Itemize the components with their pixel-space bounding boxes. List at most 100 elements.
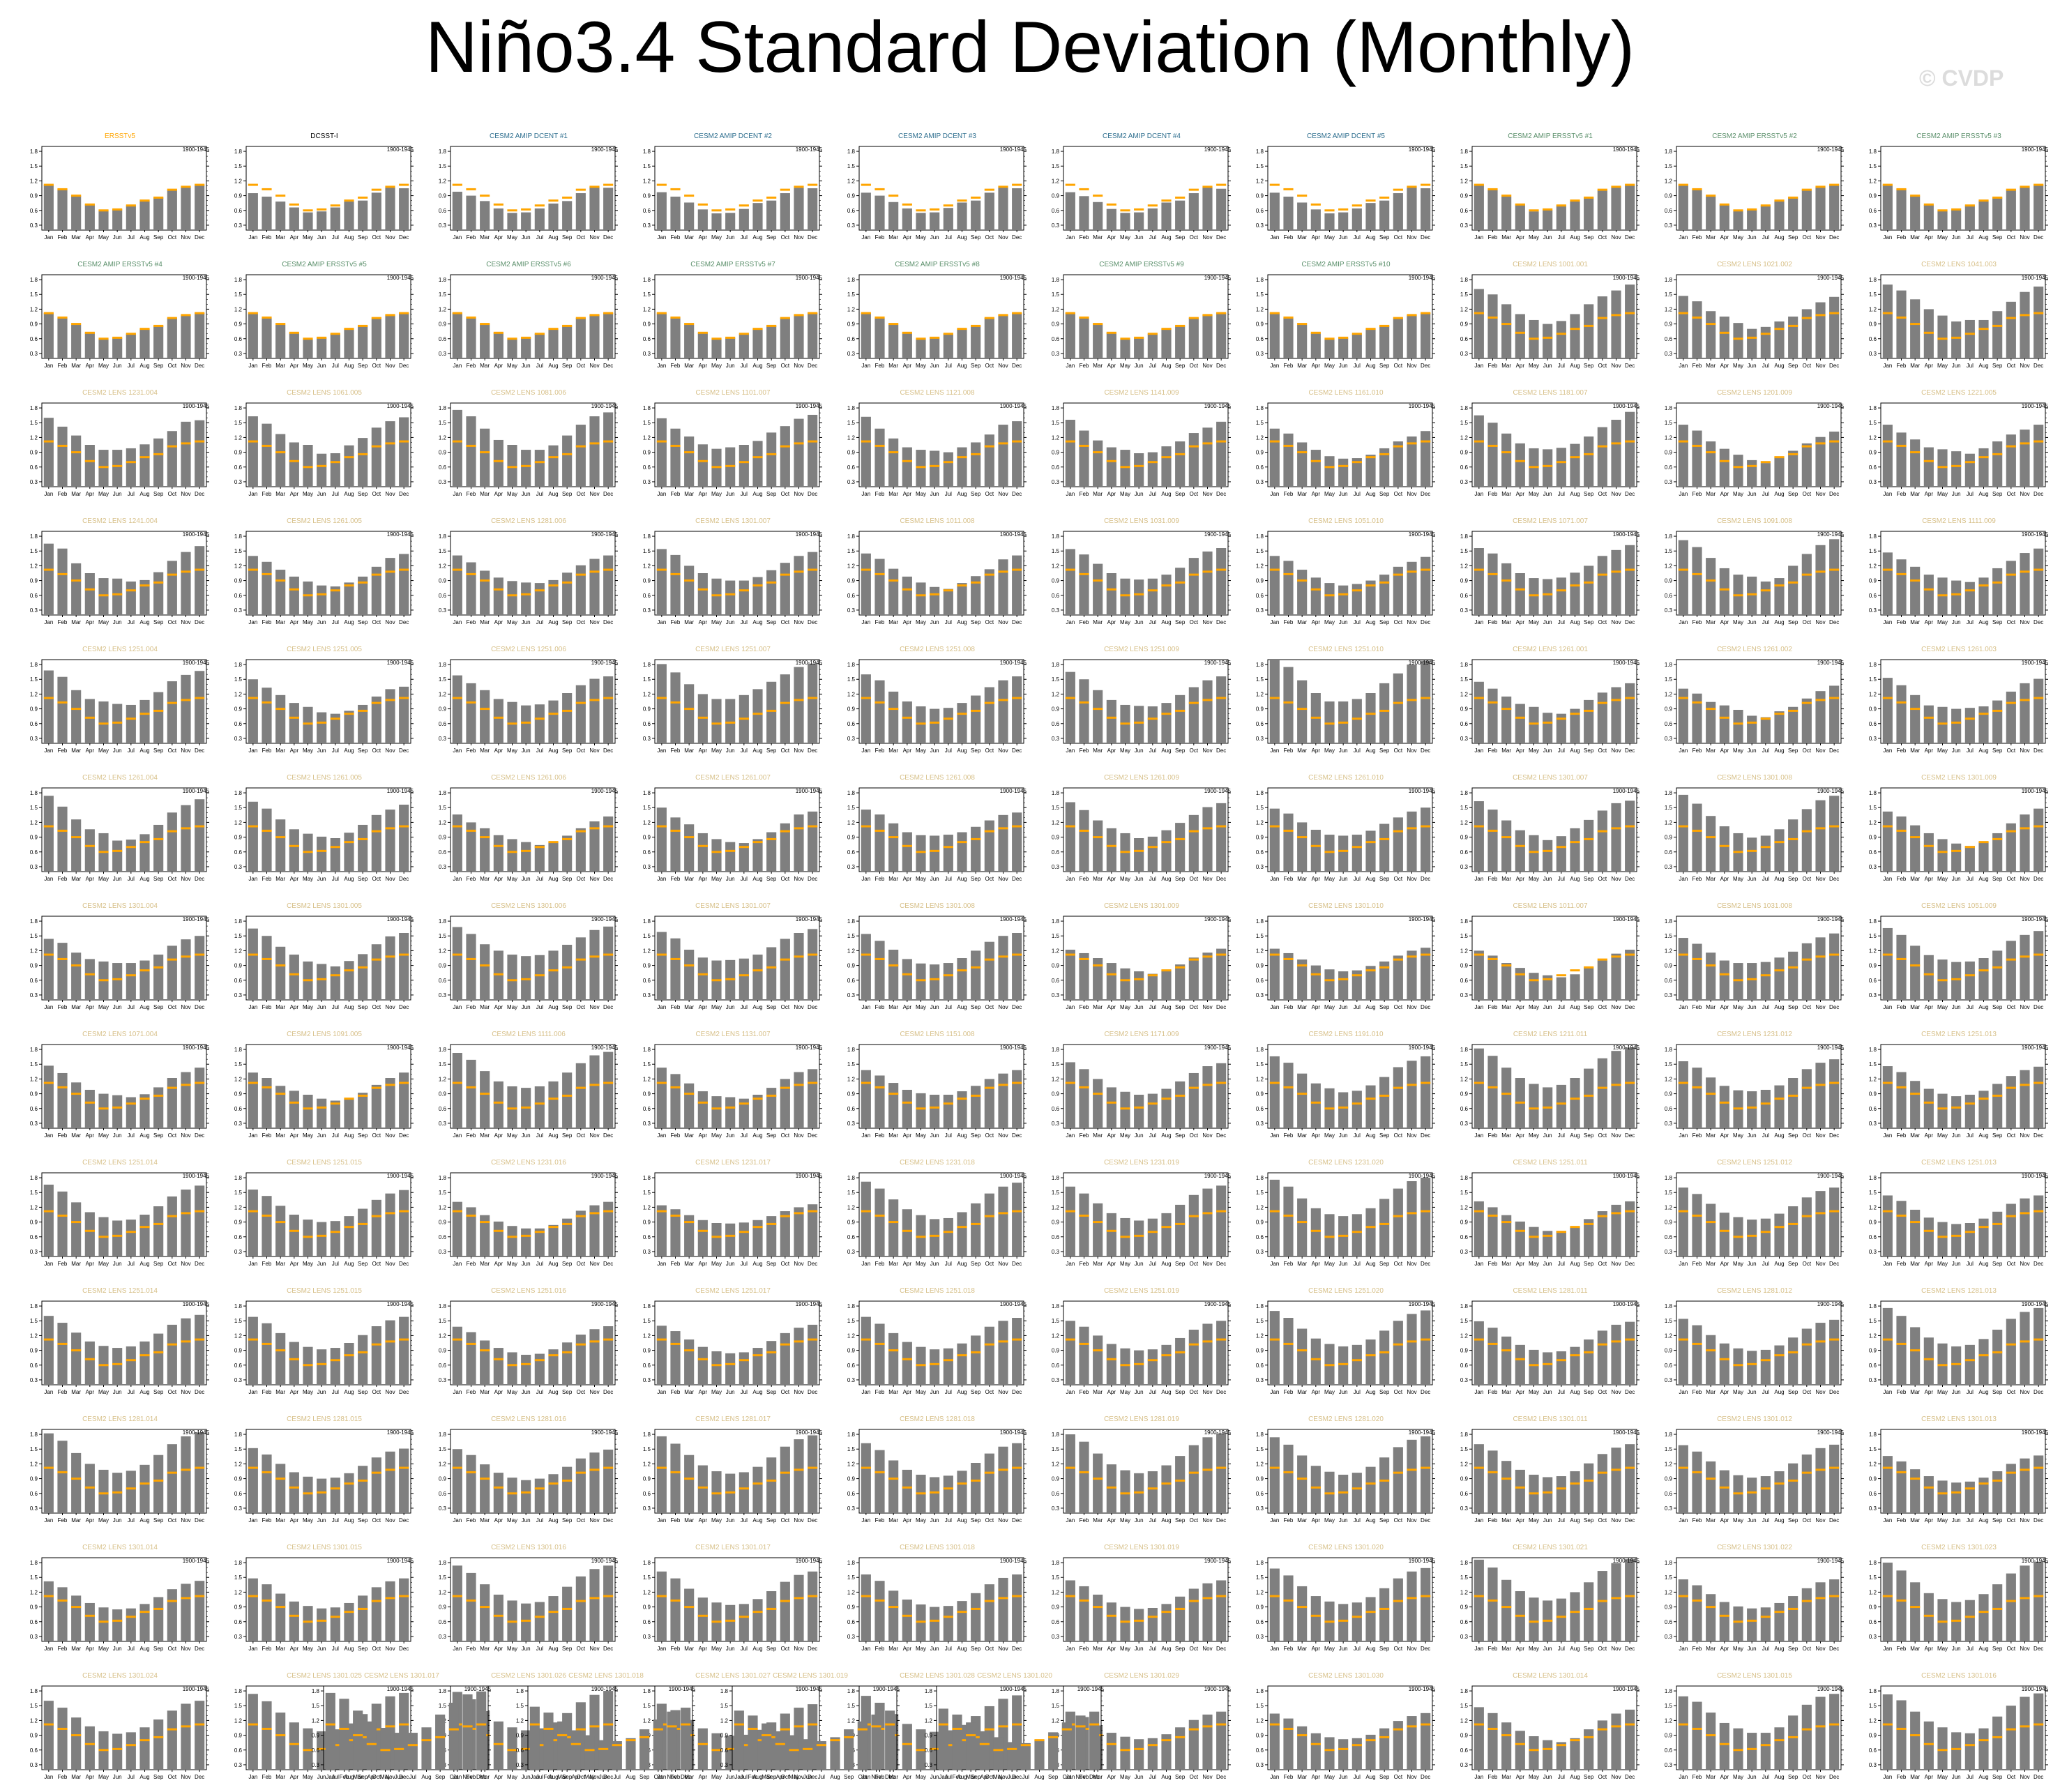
x-tick-label: Dec [1829, 619, 1839, 625]
x-tick-label: Dec [195, 876, 204, 882]
x-tick-label: Oct [577, 234, 586, 241]
y-tick-label: 0.6 [1665, 208, 1673, 214]
bar [1720, 706, 1729, 743]
bar [1625, 545, 1635, 615]
y-tick-label: 1.5 [234, 676, 243, 683]
x-tick-label: Jun [1135, 876, 1144, 882]
y-tick-label: 0.3 [1460, 864, 1469, 870]
panel-period: 1900-1945 [387, 146, 414, 153]
bar [1487, 294, 1497, 358]
bar [1297, 570, 1307, 615]
x-tick-label: Oct [577, 876, 586, 882]
x-tick-label: Mar [888, 363, 898, 369]
bar [971, 326, 980, 358]
x-tick-label: May [98, 234, 109, 241]
bar [1584, 304, 1593, 358]
y-tick-label: 1.5 [1869, 163, 1877, 169]
x-tick-label: Dec [399, 491, 409, 497]
bar [453, 410, 462, 487]
bar [181, 315, 190, 358]
x-tick-label: Aug [344, 747, 354, 754]
x-tick-label: Aug [1161, 619, 1171, 625]
bar [262, 424, 271, 487]
x-tick-label: Jan [453, 363, 462, 369]
bar [711, 579, 721, 615]
y-tick-label: 1.2 [234, 306, 243, 312]
x-tick-label: Aug [1365, 619, 1375, 625]
x-tick-label: Feb [1080, 363, 1089, 369]
bar [1161, 446, 1171, 487]
x-tick-label: Nov [181, 876, 190, 882]
bar [248, 679, 258, 743]
x-tick-label: Oct [168, 234, 177, 241]
x-tick-label: Jun [1952, 619, 1961, 625]
bar [1134, 706, 1144, 743]
x-tick-label: Nov [2020, 619, 2029, 625]
y-tick-label: 0.9 [1869, 321, 1877, 328]
y-tick-label: 0.9 [847, 706, 856, 713]
bar [971, 442, 980, 487]
bar [752, 689, 762, 743]
x-tick-label: Oct [1598, 747, 1607, 754]
x-tick-label: Feb [1897, 491, 1907, 497]
x-tick-label: Sep [971, 234, 981, 241]
x-tick-label: Nov [998, 619, 1008, 625]
bar [275, 434, 285, 487]
y-tick-label: 0.3 [1869, 351, 1877, 357]
panel-period: 1900-1945 [183, 275, 209, 282]
x-tick-label: Dec [603, 234, 613, 241]
x-tick-label: Jan [657, 619, 666, 625]
x-tick-label: May [1324, 747, 1335, 754]
x-tick-label: Jun [1748, 491, 1757, 497]
bar [494, 835, 503, 872]
x-tick-label: Dec [1012, 876, 1022, 882]
bar [1992, 197, 2002, 230]
panel-title: CESM2 LENS 1251.007 [639, 646, 826, 654]
x-tick-label: May [507, 747, 517, 754]
x-tick-label: Oct [1394, 747, 1403, 754]
x-tick-label: May [1324, 491, 1335, 497]
x-tick-label: Jul [1354, 234, 1361, 241]
y-tick-label: 0.6 [1052, 849, 1060, 856]
bar [1543, 324, 1552, 358]
y-tick-label: 1.8 [234, 533, 243, 540]
bar [71, 196, 81, 230]
bar [670, 555, 680, 615]
panel-period: 1900-1945 [1409, 275, 1435, 282]
bar [1598, 556, 1607, 615]
bar [562, 835, 572, 872]
panel-title: CESM2 LENS 1011.008 [844, 517, 1031, 526]
x-tick-label: Mar [888, 619, 898, 625]
x-tick-label: Jun [1543, 234, 1552, 241]
x-tick-label: Apr [1516, 363, 1525, 369]
y-tick-label: 0.6 [1869, 464, 1877, 471]
x-tick-label: Oct [372, 876, 381, 882]
x-tick-label: Aug [1978, 363, 1988, 369]
x-tick-label: Sep [562, 234, 573, 241]
bar [358, 201, 368, 230]
bar [752, 203, 762, 230]
x-tick-label: Apr [699, 747, 708, 754]
x-tick-label: Mar [1501, 363, 1511, 369]
x-tick-label: Nov [385, 234, 395, 241]
bar [725, 699, 735, 743]
bar [521, 213, 531, 230]
y-tick-label: 0.9 [439, 578, 447, 584]
x-tick-label: Dec [808, 363, 817, 369]
bar [1965, 206, 1975, 230]
x-tick-label: Jun [317, 619, 326, 625]
x-tick-label: Nov [794, 363, 803, 369]
bar [1379, 326, 1389, 358]
panel-period: 1900-1945 [1204, 660, 1231, 667]
x-tick-label: Aug [1978, 619, 1988, 625]
x-tick-label: Feb [467, 619, 476, 625]
y-tick-label: 0.9 [1052, 578, 1060, 584]
bar [1338, 213, 1348, 230]
y-tick-label: 0.9 [643, 835, 651, 841]
panel-period: 1900-1945 [1204, 403, 1231, 410]
bar [535, 704, 545, 743]
x-tick-label: Feb [1080, 491, 1089, 497]
bar [1134, 213, 1144, 230]
y-tick-label: 0.3 [439, 351, 447, 357]
